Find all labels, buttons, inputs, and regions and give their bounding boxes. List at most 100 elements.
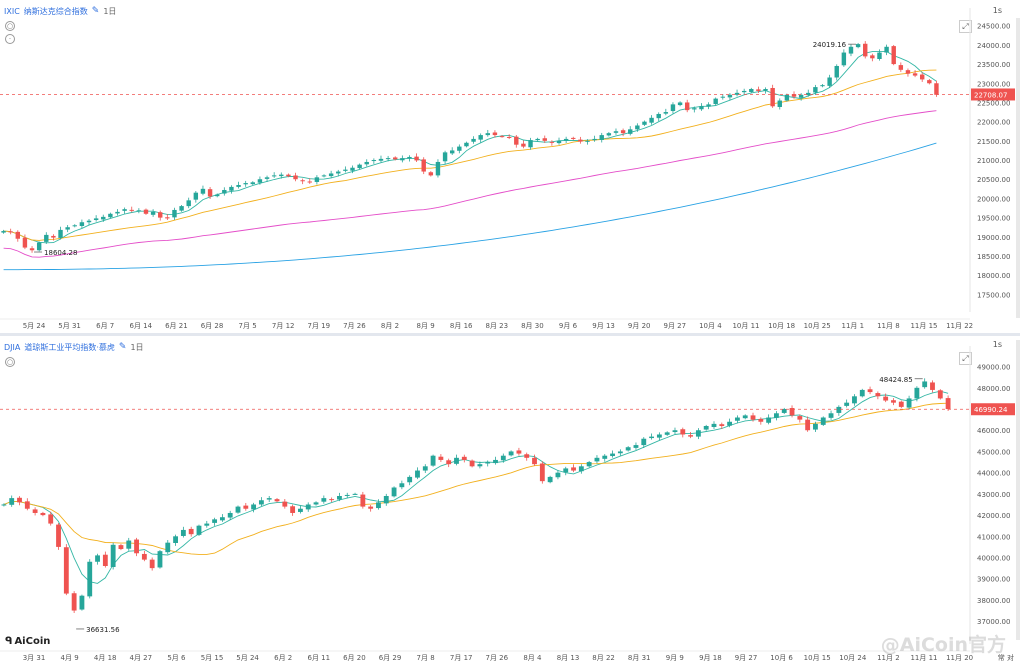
candle-body <box>343 169 348 171</box>
candle-body <box>264 177 270 179</box>
candle-body <box>51 235 56 238</box>
edit-icon[interactable]: ✎ <box>118 342 127 352</box>
candle-body <box>449 150 455 154</box>
candle-body <box>461 456 467 460</box>
ixic-chart-pane[interactable]: IXIC 纳斯达克综合指数 ✎ 1日 ○ · 1s ⤢ 24500.00 2400… <box>0 0 1020 333</box>
candle-body <box>376 502 381 509</box>
last-price-label: 22708.07 <box>974 91 1007 99</box>
candle-body <box>282 501 288 507</box>
candle-body <box>805 419 811 431</box>
candle-body <box>214 194 220 197</box>
candle-body <box>72 225 77 227</box>
candle-body <box>891 46 896 65</box>
pane-divider[interactable] <box>0 333 1020 336</box>
candle-body <box>58 229 63 238</box>
x-tick-label: 8月 30 <box>521 322 544 330</box>
candle-body <box>927 80 932 84</box>
candle-body <box>556 140 562 144</box>
candle-body <box>438 456 444 460</box>
y-tick-label: 19000.00 <box>977 234 1010 242</box>
candle-body <box>321 498 327 502</box>
djia-name[interactable]: 道琼斯工业平均指数·慕虎 <box>24 342 115 352</box>
x-tick-label: 10月 11 <box>732 322 759 330</box>
candle-body <box>122 209 127 211</box>
ixic-interval-label[interactable]: 1s <box>992 6 1002 15</box>
x-tick-label: 9月 27 <box>664 322 687 330</box>
y-tick-label: 40000.00 <box>977 555 1010 563</box>
candle-body <box>542 138 547 141</box>
x-tick-label: 11月 2 <box>877 654 900 662</box>
ixic-timeframe[interactable]: 1日 <box>103 6 117 16</box>
candle-body <box>563 138 569 141</box>
djia-scroll-strip[interactable] <box>1016 340 1020 640</box>
candle-body <box>594 457 600 462</box>
y-tick-label: 17500.00 <box>977 291 1010 299</box>
candle-body <box>863 43 868 57</box>
candle-body <box>883 396 889 401</box>
ixic-candlestick-chart[interactable]: 24500.00 24000.00 23500.00 23000.00 22500.00… <box>0 0 1016 333</box>
ma-line-ma20 <box>3 69 937 241</box>
candle-body <box>63 547 69 594</box>
djia-candlestick-chart[interactable]: 49000.0048000.0047000.0046000.0045000.00… <box>0 336 1016 665</box>
candle-body <box>834 65 839 78</box>
candle-body <box>407 476 413 483</box>
x-tick-label: 6月 21 <box>165 322 188 330</box>
djia-timeframe[interactable]: 1日 <box>130 342 144 352</box>
ixic-name[interactable]: 纳斯达克综合指数 <box>23 6 88 16</box>
candle-body <box>179 206 184 211</box>
candle-body <box>129 209 134 211</box>
y-tick-label: 46000.00 <box>977 427 1010 435</box>
y-tick-label: 24000.00 <box>977 42 1010 50</box>
expand-icon[interactable]: ⤢ <box>959 20 972 33</box>
y-tick-label: 41000.00 <box>977 533 1010 541</box>
eye-icon[interactable]: ○ <box>5 357 15 367</box>
candle-body <box>763 89 768 91</box>
candle-body <box>243 505 249 509</box>
candle-body <box>922 381 928 388</box>
candle-body <box>454 457 459 464</box>
candle-body <box>40 512 46 516</box>
ixic-scroll-strip[interactable] <box>1016 18 1020 318</box>
candle-body <box>859 389 865 397</box>
candle-body <box>641 438 647 446</box>
x-tick-label: 8月 4 <box>523 654 542 662</box>
y-tick-label: 23500.00 <box>977 61 1010 69</box>
candle-body <box>670 104 676 112</box>
edit-icon[interactable]: ✎ <box>91 6 100 16</box>
candle-body <box>578 466 584 472</box>
djia-chart-pane[interactable]: DJIA 道琼斯工业平均指数·慕虎 ✎ 1日 ○ 1s ⤢ 49000.00 48… <box>0 336 1020 665</box>
candle-body <box>464 142 469 147</box>
x-tick-label: 6月 7 <box>96 322 114 330</box>
djia-interval-label[interactable]: 1s <box>992 340 1002 349</box>
candle-body <box>836 406 842 413</box>
candle-body <box>610 453 615 457</box>
candle-body <box>143 209 149 214</box>
candle-body <box>774 413 779 418</box>
candle-body <box>770 87 775 107</box>
djia-symbol[interactable]: DJIA <box>4 342 21 352</box>
x-tick-label: 10月 15 <box>804 654 831 662</box>
candle-body <box>937 390 943 399</box>
settings-icon[interactable]: · <box>5 34 15 44</box>
candle-body <box>24 501 30 509</box>
candle-body <box>350 167 355 171</box>
candle-body <box>430 455 436 466</box>
candle-body <box>677 102 683 106</box>
candle-body <box>136 210 142 212</box>
candle-body <box>485 462 491 464</box>
candle-body <box>229 186 234 191</box>
candle-body <box>227 512 233 518</box>
expand-icon[interactable]: ⤢ <box>959 352 972 365</box>
candle-body <box>357 164 362 169</box>
y-tick-label: 43000.00 <box>977 491 1010 499</box>
eye-icon[interactable]: ○ <box>5 21 15 31</box>
candle-body <box>313 502 319 505</box>
candle-body <box>734 92 740 95</box>
x-tick-label: 10月 18 <box>768 322 795 330</box>
y-tick-label: 22000.00 <box>977 119 1010 127</box>
candle-body <box>300 180 305 182</box>
scale-mode-label[interactable]: 常 对 <box>997 654 1014 662</box>
y-tick-label: 19500.00 <box>977 215 1010 223</box>
candle-body <box>789 408 795 416</box>
ixic-symbol[interactable]: IXIC <box>4 6 20 16</box>
